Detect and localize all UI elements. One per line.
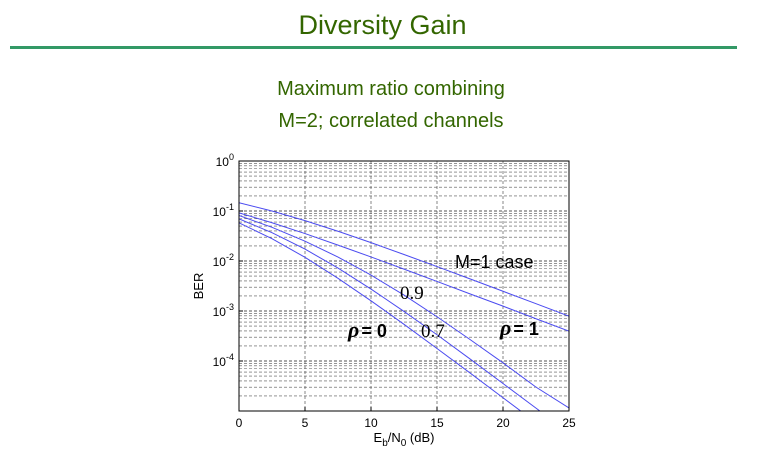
y-tick-label: 100 (216, 152, 234, 169)
annotation-rho-0.7: 0.7 (421, 321, 445, 342)
annotation-rho-1: ρ = 1 (499, 315, 539, 340)
annotation-rho-0.9: 0.9 (400, 283, 424, 304)
x-tick-label: 0 (236, 416, 243, 430)
x-axis-label: Eb/N0 (dB) (374, 430, 435, 449)
subtitle-line1: Maximum ratio combining (277, 78, 505, 100)
subtitle-line2: M=2; correlated channels (278, 110, 504, 132)
plot-frame (238, 160, 570, 412)
series-lines (239, 202, 569, 411)
y-axis-label: BER (191, 273, 206, 300)
y-tick-label: 10-1 (213, 202, 234, 219)
x-tick-label: 5 (302, 416, 309, 430)
x-tick-label: 20 (496, 416, 510, 430)
y-tick-label: 10-4 (213, 352, 234, 369)
slide-title: Diversity Gain (298, 10, 467, 40)
series-line-rho09 (239, 215, 569, 409)
annotation-rho-0: ρ = 0 (347, 317, 387, 342)
y-tick-labels: 100 10-1 10-2 10-3 10-4 (213, 152, 243, 369)
series-line-m1 (239, 202, 569, 317)
y-tick-label: 10-2 (213, 252, 234, 269)
series-line-rho0 (239, 222, 522, 411)
grid (239, 161, 569, 411)
annotation-m1-case: M=1 case (455, 252, 534, 272)
series-line-rho1 (239, 212, 569, 332)
x-tick-labels: 0 5 10 15 20 25 (236, 407, 576, 430)
x-tick-label: 15 (430, 416, 444, 430)
title-divider (10, 46, 737, 49)
x-tick-label: 10 (364, 416, 378, 430)
x-tick-label: 25 (562, 416, 576, 430)
series-line-rho07 (239, 218, 541, 411)
y-tick-label: 10-3 (213, 302, 234, 319)
